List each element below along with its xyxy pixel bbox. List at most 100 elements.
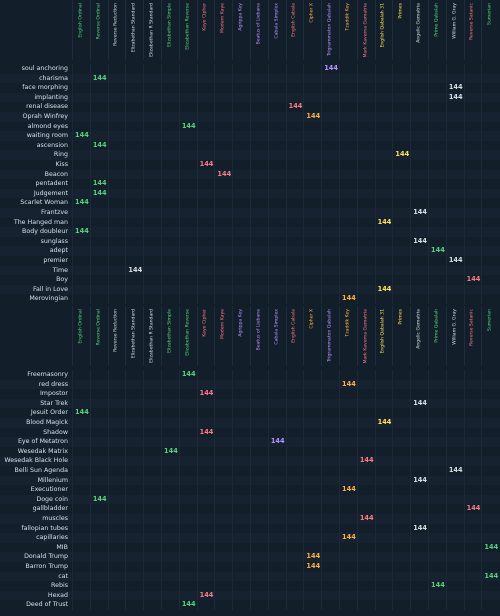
table-row[interactable]: gallbladder 144 [0,504,500,514]
table-row[interactable]: Star Trek 144 [0,398,500,409]
table-row[interactable]: Eye of Metatron 144 [0,437,500,447]
cipher-header[interactable]: Reverse Satanic [463,306,483,366]
table-row[interactable]: Judgement 144 [0,188,500,199]
cipher-header[interactable]: Mark Kaverna Gematria [356,306,376,366]
cipher-header[interactable]: English Cabala [285,306,305,366]
table-row[interactable]: Jesuit Order 144 [0,408,500,418]
cipher-header[interactable]: Sumerian [481,306,500,366]
table-row[interactable]: Millenium 144 [0,475,500,486]
table-row[interactable]: MIB 144 [0,542,500,553]
cipher-header[interactable]: Elizabethan Reverse [178,306,198,366]
cipher-header[interactable]: Tzaddik Key [339,306,358,366]
cipher-header[interactable]: Prime Qabalah [428,306,447,366]
cipher-header[interactable]: Reverse Reduction [107,0,127,60]
cipher-header[interactable]: English Ordinal [72,0,91,60]
table-row[interactable]: Ring 144 [0,150,500,160]
cipher-header[interactable]: Reverse Reduction [107,306,127,366]
cipher-header[interactable]: Kaye Cipher [196,306,216,366]
cipher-header[interactable]: Primes [392,306,411,366]
cipher-header[interactable]: Agrippa Key [232,0,251,60]
cipher-header[interactable]: Elizabethan R Standard [143,306,162,366]
table-row[interactable]: face morphing 144 [0,83,500,93]
table-row[interactable]: Scarlet Woman 144 [0,198,500,208]
cipher-header[interactable]: Elizabethan R Standard [143,0,162,60]
cipher-header[interactable]: Elizabethan Simple [161,0,180,60]
cipher-header[interactable]: Cipher X [303,306,322,366]
table-row[interactable]: premier 144 [0,256,500,266]
cipher-header[interactable]: Tzaddik Key [339,0,358,60]
table-row[interactable]: Hexad 144 [0,590,500,601]
cipher-header[interactable]: Elizabethan Simple [161,306,180,366]
table-row[interactable]: almond eyes 144 [0,121,500,132]
table-row[interactable]: cat 144 [0,571,500,582]
table-row[interactable]: Boy 144 [0,275,500,285]
cipher-header[interactable]: English Qabalah 31 [374,0,394,60]
cipher-header[interactable]: Reverse Ordinal [89,306,109,366]
cipher-header[interactable]: Reverse Ordinal [89,0,109,60]
table-row[interactable]: Deed of Trust 144 [0,600,500,610]
table-row[interactable]: Body doubleur 144 [0,227,500,237]
cipher-header[interactable]: William G. Gray [445,306,465,366]
table-row[interactable]: implanting 144 [0,92,500,103]
cipher-header[interactable]: Modern Kaye [214,306,233,366]
table-row[interactable]: Oprah Winfrey 144 [0,112,500,122]
cipher-header[interactable]: Beatus of Liebana [250,0,269,60]
table-row[interactable]: Executioner 144 [0,485,500,495]
table-row[interactable]: adept 144 [0,246,500,256]
cipher-header[interactable]: Agrippa Key [232,306,251,366]
table-row[interactable]: red dress 144 [0,379,500,390]
cipher-header[interactable]: Cabala Simplex [267,306,287,366]
cipher-header[interactable]: Cipher X [303,0,322,60]
cipher-header[interactable]: Angelic Gematria [410,306,429,366]
cipher-header[interactable]: Elizabethan Standard [125,306,144,366]
table-row[interactable]: Rebis 144 [0,581,500,591]
cipher-header[interactable]: Trigrammaton Qabalah [321,0,340,60]
table-row[interactable]: Barron Trump 144 [0,562,500,572]
table-row[interactable]: pentadent 144 [0,179,500,189]
cipher-header[interactable]: Angelic Gematria [410,0,429,60]
table-row[interactable]: renal disease 144 [0,102,500,112]
table-row[interactable]: fallopian tubes 144 [0,523,500,534]
table-row[interactable]: The Hanged man 144 [0,217,500,228]
table-row[interactable]: Frantzve 144 [0,208,500,218]
table-row[interactable]: ascension 144 [0,140,500,151]
table-row[interactable]: capillaries 144 [0,533,500,543]
cipher-header[interactable]: Cabala Simplex [267,0,287,60]
table-row[interactable]: Freemasonry 144 [0,370,500,380]
cipher-header[interactable]: William G. Gray [445,0,465,60]
cipher-header[interactable]: Trigrammaton Qabalah [321,306,340,366]
value-cell [285,198,305,208]
cipher-header[interactable]: English Cabala [285,0,305,60]
table-row[interactable]: Wesedak Matrix 144 [0,446,500,457]
table-row[interactable]: Time 144 [0,265,500,276]
cipher-header[interactable]: Reverse Satanic [463,0,483,60]
table-row[interactable]: Doge coin 144 [0,494,500,505]
cipher-header[interactable]: Prime Qabalah [428,0,447,60]
table-row[interactable]: Belli Sun Agenda 144 [0,466,500,476]
cipher-header[interactable]: Sumerian [481,0,500,60]
table-row[interactable]: Impostor 144 [0,389,500,399]
table-row[interactable]: waiting room 144 [0,131,500,141]
table-row[interactable]: Beacon 144 [0,169,500,180]
table-row[interactable]: Kiss 144 [0,160,500,170]
table-row[interactable]: Fall in Love 144 [0,284,500,295]
table-row[interactable]: muscles 144 [0,514,500,524]
cipher-header[interactable]: Kaye Cipher [196,0,216,60]
cipher-header[interactable]: Elizabethan Standard [125,0,144,60]
cipher-header[interactable]: Modern Kaye [214,0,233,60]
table-row[interactable]: Blood Magick 144 [0,418,500,428]
cipher-header[interactable]: English Qabalah 31 [374,306,394,366]
cipher-header[interactable]: Elizabethan Reverse [178,0,198,60]
table-row[interactable]: Wesedak Black Hole 144 [0,456,500,466]
table-row[interactable]: Donald Trump 144 [0,552,500,562]
table-row[interactable]: sunglass 144 [0,236,500,247]
cipher-header[interactable]: Beatus of Liebana [250,306,269,366]
value-cell [410,246,429,256]
table-row[interactable]: charisma 144 [0,73,500,84]
cipher-header[interactable]: English Ordinal [72,306,91,366]
table-row[interactable]: Shadow 144 [0,427,500,438]
cipher-header[interactable]: Mark Kaverna Gematria [356,0,376,60]
cipher-header[interactable]: Primes [392,0,411,60]
table-row[interactable]: soul anchoring 144 [0,64,500,74]
table-row[interactable]: Merovingian 144 [0,294,500,304]
